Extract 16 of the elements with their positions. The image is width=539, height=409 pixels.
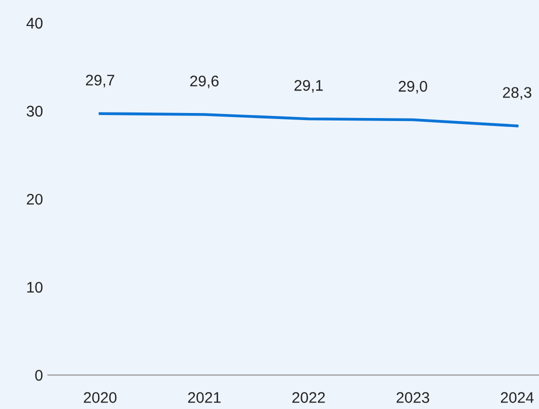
y-tick-label: 10 — [27, 282, 43, 293]
data-label: 29,6 — [190, 76, 219, 88]
x-tick-label: 2024 — [500, 392, 534, 403]
x-tick-label: 2022 — [292, 392, 325, 403]
y-tick-label: 30 — [26, 106, 43, 117]
data-label: 29,1 — [294, 80, 323, 93]
y-tick-label: 0 — [35, 370, 43, 381]
y-tick-label: 20 — [26, 194, 43, 205]
x-tick-label: 2023 — [396, 392, 430, 403]
data-label: 28,3 — [503, 87, 532, 100]
x-tick-label: 2020 — [84, 392, 116, 403]
data-label: 29,7 — [86, 74, 114, 88]
data-label: 29,0 — [398, 80, 428, 94]
y-tick-label: 40 — [26, 18, 43, 29]
x-tick-label: 2021 — [188, 392, 221, 403]
line-series — [98, 112, 518, 128]
